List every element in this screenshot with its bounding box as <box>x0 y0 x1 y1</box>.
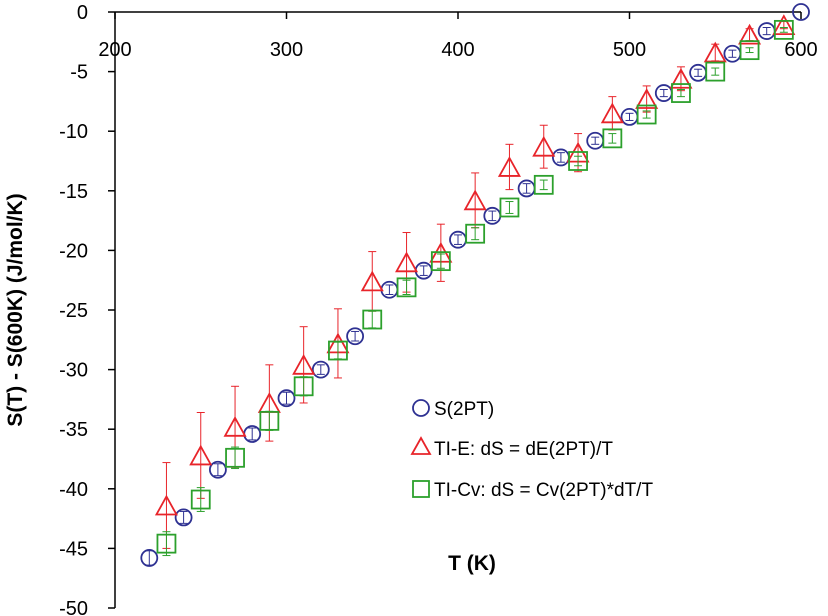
y-tick-label: -50 <box>59 598 88 616</box>
data-point <box>773 19 794 40</box>
x-tick-label: 200 <box>98 39 131 61</box>
data-point <box>328 340 348 361</box>
data-point <box>533 174 554 195</box>
data-point <box>430 251 451 272</box>
y-tick-label: -25 <box>59 300 88 322</box>
x-axis-ticks: 200 300 400 500 600 <box>98 12 818 61</box>
y-tick-label: -30 <box>59 360 88 382</box>
y-axis-ticks: 0 -5 -10 -15 -20 -25 -30 -35 -40 -45 -50 <box>59 2 115 616</box>
y-tick-label: -40 <box>59 479 88 501</box>
data-point <box>568 151 588 171</box>
data-point <box>292 353 316 375</box>
legend-label-ti-cv: TI-Cv: dS = Cv(2PT)*dT/T <box>434 480 653 501</box>
data-point <box>772 14 796 36</box>
data-point <box>190 489 211 510</box>
x-tick-label: 600 <box>784 39 817 61</box>
data-point <box>189 444 213 466</box>
x-tick-label: 500 <box>613 39 646 61</box>
legend-label-ti-e: TI-E: dS = dE(2PT)/T <box>434 439 613 460</box>
data-point <box>225 447 245 468</box>
x-tick-label: 400 <box>441 39 474 61</box>
data-point <box>311 360 330 379</box>
data-point <box>156 533 177 554</box>
series-layer <box>140 3 810 567</box>
data-point <box>396 277 417 298</box>
x-tick-label: 300 <box>270 39 303 61</box>
data-point <box>277 389 296 408</box>
series-square <box>156 19 794 557</box>
legend-marker-ti-e <box>410 436 432 455</box>
data-point <box>174 508 193 527</box>
y-axis-title: S(T) - S(600K) (J/mol/K) <box>4 193 27 426</box>
y-tick-label: -15 <box>59 181 88 203</box>
data-point <box>395 251 419 273</box>
y-tick-label: -5 <box>70 62 88 84</box>
legend: S(2PT) TI-E: dS = dE(2PT)/T TI-Cv: dS = … <box>410 399 653 501</box>
data-point <box>739 40 760 61</box>
x-axis-title: T (K) <box>448 552 496 575</box>
y-tick-label: -45 <box>59 538 88 560</box>
data-point <box>635 88 659 109</box>
data-point <box>223 415 247 437</box>
data-point <box>738 23 762 45</box>
data-point <box>669 67 693 89</box>
data-point <box>140 549 159 567</box>
y-tick-label: 0 <box>77 2 88 24</box>
legend-marker-ti-cv <box>412 480 430 498</box>
series-triangle <box>154 14 796 549</box>
data-point <box>360 270 384 292</box>
data-point <box>792 3 810 21</box>
data-point <box>636 104 657 125</box>
data-point <box>463 189 487 211</box>
data-point <box>362 309 383 330</box>
data-point <box>259 410 280 431</box>
data-point <box>600 102 624 124</box>
y-tick-label: -35 <box>59 419 88 441</box>
data-point <box>208 460 227 479</box>
data-point <box>499 197 520 218</box>
data-point <box>671 83 691 103</box>
data-point <box>465 223 486 244</box>
data-point <box>497 156 521 177</box>
data-point <box>532 135 556 157</box>
legend-marker-s2pt <box>412 399 430 417</box>
data-point <box>346 327 365 346</box>
y-tick-label: -20 <box>59 240 88 262</box>
legend-label-s2pt: S(2PT) <box>434 399 494 420</box>
data-point <box>703 41 727 63</box>
data-point <box>705 61 726 82</box>
data-point <box>154 494 178 516</box>
data-point <box>602 128 623 149</box>
data-point <box>293 376 314 397</box>
y-tick-label: -10 <box>59 121 88 143</box>
